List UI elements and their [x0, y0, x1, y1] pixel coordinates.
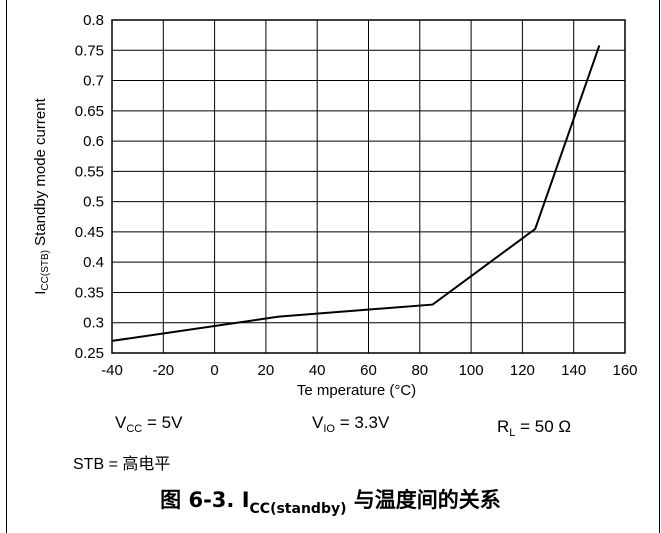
x-tick-label: -20 [152, 362, 174, 379]
x-tick-labels: -40 -20 0 20 40 60 80 100 120 140 160 [101, 362, 637, 379]
y-tick-label: 0.5 [83, 194, 104, 211]
x-tick-label: 20 [258, 362, 275, 379]
y-tick-label: 0.6 [83, 133, 104, 150]
caption-prefix: 图 6-3. I [160, 488, 250, 512]
grid [111, 19, 626, 354]
y-tick-label: 0.35 [75, 284, 104, 301]
figure-caption: 图 6-3. ICC(standby) 与温度间的关系 [0, 484, 661, 517]
y-axis-title-sub: CC(STB) [40, 250, 51, 291]
y-tick-label: 0.55 [75, 163, 104, 180]
vcc-symbol: V [115, 413, 127, 432]
stb-condition: STB = 高电平 [73, 456, 171, 473]
y-tick-label: 0.65 [75, 103, 104, 120]
vcc-value: = 5V [142, 413, 183, 432]
y-tick-label: 0.4 [83, 254, 104, 271]
y-axis-title-main: I [32, 291, 49, 295]
y-tick-label: 0.25 [75, 345, 104, 362]
y-tick-label: 0.45 [75, 224, 104, 241]
vio-subscript: IO [323, 423, 335, 435]
caption-subscript: CC(standby) [249, 501, 347, 517]
vcc-subscript: CC [126, 423, 143, 435]
x-tick-label: 80 [411, 362, 428, 379]
y-axis-title-rest: Standby mode current [32, 97, 49, 250]
vio-symbol: V [312, 413, 324, 432]
y-axis-title: ICC(STB) Standby mode current [32, 97, 51, 294]
x-tick-label: 100 [459, 362, 484, 379]
rl-value: = 50 Ω [515, 417, 572, 436]
x-axis-title: Te mperature (°C) [297, 382, 416, 399]
series-line [111, 45, 601, 342]
y-tick-label: 0.7 [83, 73, 104, 90]
rl-symbol: R [497, 417, 510, 436]
x-tick-label: -40 [101, 362, 123, 379]
chart: 0.25 0.3 0.35 0.4 0.45 0.5 0.55 0.6 0.65 0.7 0.75 0… [32, 12, 638, 399]
vio-condition: VIO = 3.3V [312, 413, 389, 435]
x-tick-label: 0 [210, 362, 218, 379]
rl-condition: RL = 50 Ω [497, 417, 571, 439]
y-tick-labels: 0.25 0.3 0.35 0.4 0.45 0.5 0.55 0.6 0.65 0.7 0.75 0… [75, 12, 104, 362]
figure-frame [6, 0, 660, 533]
x-tick-label: 120 [510, 362, 535, 379]
x-tick-label: 60 [360, 362, 377, 379]
y-tick-label: 0.3 [83, 315, 104, 332]
x-tick-label: 140 [561, 362, 586, 379]
plot-area [111, 19, 626, 354]
y-tick-label: 0.75 [75, 42, 104, 59]
caption-suffix: 与温度间的关系 [346, 488, 501, 512]
x-tick-label: 40 [309, 362, 326, 379]
x-tick-label: 160 [612, 362, 637, 379]
vcc-condition: VCC = 5V [115, 413, 182, 435]
vio-value: = 3.3V [334, 413, 390, 432]
y-tick-label: 0.8 [83, 12, 104, 29]
rl-subscript: L [509, 427, 516, 439]
